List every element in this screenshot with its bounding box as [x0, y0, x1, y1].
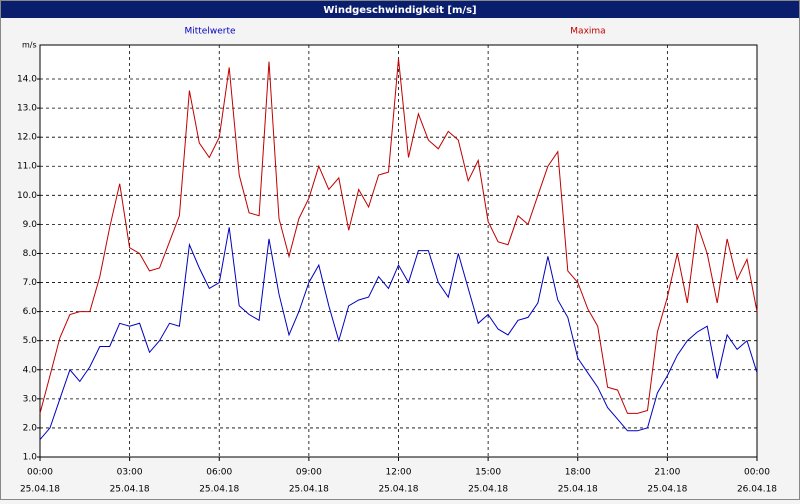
title-bar — [1, 1, 799, 18]
x-tick-label: 00:00 — [27, 468, 53, 478]
x-tick-date: 25.04.18 — [289, 485, 329, 495]
y-tick-label: 14.0 — [17, 75, 37, 85]
y-tick-label: 3.0 — [23, 394, 38, 404]
x-tick-date: 25.04.18 — [110, 485, 150, 495]
y-tick-label: 12.0 — [17, 133, 37, 143]
x-tick-date: 26.04.18 — [737, 485, 777, 495]
plot-border — [39, 44, 758, 458]
y-unit: m/s — [22, 41, 37, 50]
y-tick-label: 8.0 — [23, 249, 38, 259]
x-tick-label: 18:00 — [565, 468, 591, 478]
x-tick-label: 03:00 — [117, 468, 143, 478]
y-tick-label: 4.0 — [23, 365, 38, 375]
x-tick-label: 09:00 — [296, 468, 322, 478]
data-line — [39, 227, 758, 440]
x-tick-label: 21:00 — [654, 468, 680, 478]
y-tick-label: 9.0 — [23, 220, 38, 230]
y-tick-label: 5.0 — [23, 336, 38, 346]
x-tick-date: 25.04.18 — [378, 485, 418, 495]
y-tick-label: 1.0 — [23, 453, 38, 463]
x-tick-date: 25.04.18 — [199, 485, 239, 495]
x-tick-label: 06:00 — [206, 468, 232, 478]
y-tick-label: 7.0 — [23, 278, 38, 288]
legend-label: Maxima — [570, 27, 605, 37]
x-tick-label: 12:00 — [386, 468, 412, 478]
y-tick-label: 11.0 — [17, 162, 37, 172]
x-tick-label: 15:00 — [475, 468, 501, 478]
data-line — [39, 58, 758, 414]
chart-title: Windgeschwindigkeit [m/s] — [323, 5, 476, 16]
x-tick-date: 25.04.18 — [20, 485, 60, 495]
x-tick-label: 00:00 — [744, 468, 770, 478]
y-tick-label: 2.0 — [23, 423, 38, 433]
x-tick-date: 25.04.18 — [468, 485, 508, 495]
y-tick-label: 13.0 — [17, 104, 37, 114]
x-tick-date: 25.04.18 — [647, 485, 687, 495]
y-tick-label: 10.0 — [17, 191, 37, 201]
y-tick-label: 6.0 — [23, 307, 38, 317]
legend-label: Mittelwerte — [184, 27, 235, 37]
x-tick-date: 25.04.18 — [558, 485, 598, 495]
